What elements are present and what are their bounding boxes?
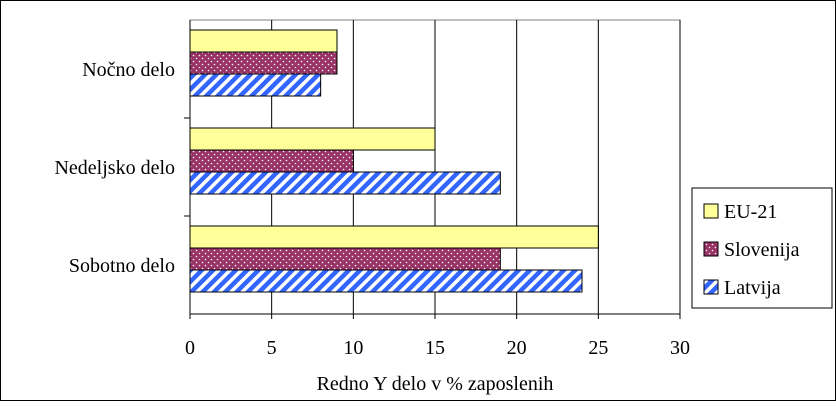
x-tick-label: 10 [343, 337, 363, 359]
bar-latvija [189, 269, 583, 293]
bar-slovenija [189, 51, 338, 75]
x-tick-label: 25 [588, 337, 608, 359]
legend-label: Slovenija [724, 239, 800, 261]
category-label: Sobotno delo [69, 255, 175, 277]
bar-slovenija [189, 247, 501, 271]
category-label: Nedeljsko delo [54, 157, 175, 179]
bar-latvija [189, 171, 501, 195]
x-tick-label: 0 [185, 337, 195, 359]
legend-swatch [703, 203, 719, 219]
x-tick-label: 5 [267, 337, 277, 359]
x-tick-label: 30 [670, 337, 690, 359]
bar-latvija [189, 73, 322, 97]
bar-eu-21 [189, 29, 338, 53]
x-tick-label: 15 [425, 337, 445, 359]
x-tick-label: 20 [507, 337, 527, 359]
bar-slovenija [189, 149, 354, 173]
x-axis-title: Redno Y delo v % zaposlenih [317, 373, 554, 395]
legend-swatch [703, 279, 719, 295]
legend-swatch [703, 241, 719, 257]
category-label: Nočno delo [82, 59, 175, 81]
bar-eu-21 [189, 127, 436, 151]
legend-label: EU-21 [724, 201, 777, 223]
legend-label: Latvija [724, 277, 781, 299]
bar-eu-21 [189, 225, 599, 249]
